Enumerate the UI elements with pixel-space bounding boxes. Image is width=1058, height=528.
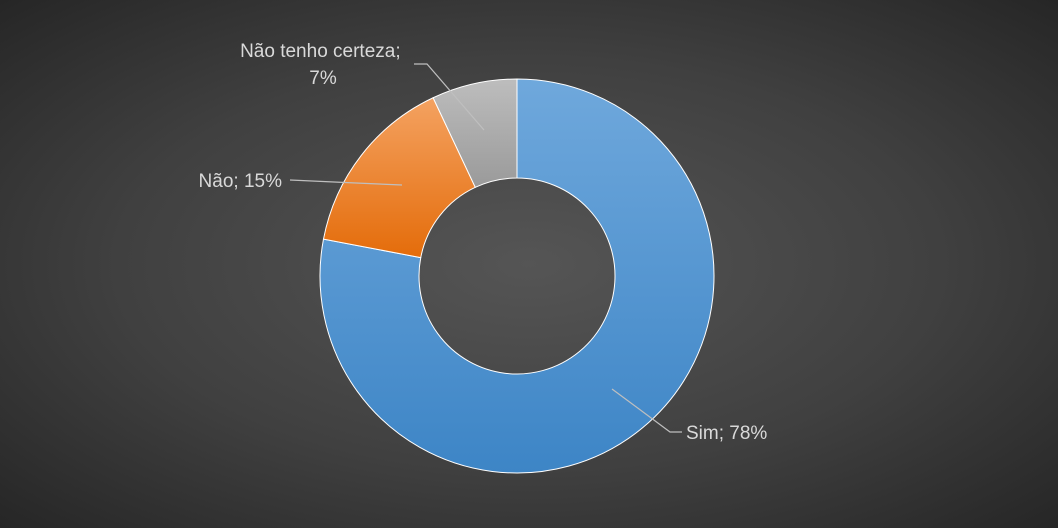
data-label-nao-tenho-certeza-line1: Não tenho certeza; [240,41,401,62]
leader-line-sim [611,388,682,433]
slice-sim [319,78,715,474]
leader-lines [289,63,682,433]
slices-layer [319,78,715,474]
leader-line-nao [289,179,403,186]
data-label-nao-tenho-certeza: Não tenho certeza; 7% [240,41,406,89]
data-labels: Sim; 78% Não; 15% Não tenho certeza; 7% [199,41,768,444]
data-label-nao-tenho-certeza-line2: 7% [309,68,337,89]
data-label-nao: Não; 15% [199,171,283,192]
data-label-sim: Sim; 78% [686,423,767,444]
slice-nao-tenho-certeza [432,78,518,188]
leader-line-nao-tenho-certeza [414,63,485,131]
